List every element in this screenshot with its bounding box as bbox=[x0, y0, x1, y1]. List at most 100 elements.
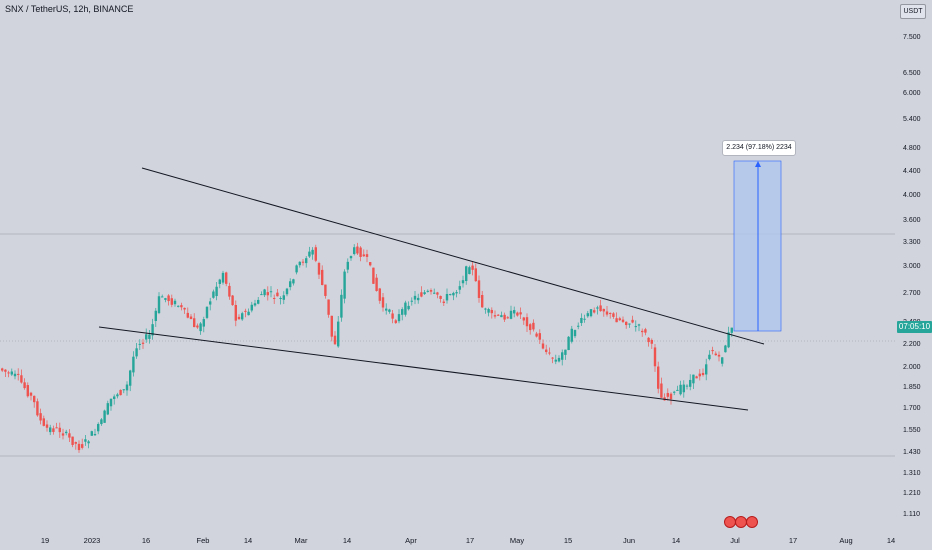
candlestick[interactable] bbox=[26, 382, 29, 398]
time-axis[interactable]: 19 2023 16 Feb 14 Mar 14 Apr 17 May 15 Jun 14 Jul 17 Au… bbox=[0, 530, 895, 550]
candlestick[interactable] bbox=[634, 320, 637, 332]
candlestick[interactable] bbox=[618, 316, 621, 322]
candlestick[interactable] bbox=[186, 307, 189, 319]
candlestick[interactable] bbox=[436, 291, 439, 299]
candlestick[interactable] bbox=[138, 339, 141, 351]
candlestick[interactable] bbox=[228, 282, 231, 300]
candlestick[interactable] bbox=[481, 290, 484, 308]
candlestick[interactable] bbox=[612, 312, 615, 319]
candlestick[interactable] bbox=[90, 430, 93, 436]
candlestick[interactable] bbox=[135, 342, 138, 359]
candlestick[interactable] bbox=[535, 331, 538, 338]
candlestick[interactable] bbox=[161, 294, 164, 298]
candlestick[interactable] bbox=[564, 349, 567, 360]
lower-trendline[interactable] bbox=[98, 326, 749, 411]
candlestick[interactable] bbox=[148, 330, 151, 344]
candlestick[interactable] bbox=[445, 288, 449, 304]
candlestick[interactable] bbox=[177, 305, 180, 308]
candlestick[interactable] bbox=[209, 297, 212, 311]
candlestick[interactable] bbox=[4, 369, 7, 378]
candlestick[interactable] bbox=[164, 297, 167, 303]
candlestick[interactable] bbox=[685, 384, 689, 390]
candlestick[interactable] bbox=[369, 261, 372, 267]
candlestick[interactable] bbox=[266, 286, 269, 301]
candlestick[interactable] bbox=[580, 313, 583, 326]
candlestick[interactable] bbox=[557, 355, 561, 363]
candlestick[interactable] bbox=[609, 312, 612, 319]
candlestick[interactable] bbox=[71, 436, 74, 448]
candlestick[interactable] bbox=[100, 417, 103, 426]
candlestick[interactable] bbox=[474, 263, 477, 282]
candlestick[interactable] bbox=[381, 293, 385, 312]
candlestick[interactable] bbox=[477, 275, 481, 303]
candlestick[interactable] bbox=[660, 377, 663, 398]
candlestick[interactable] bbox=[676, 385, 679, 391]
candlestick[interactable] bbox=[420, 286, 423, 298]
candlestick[interactable] bbox=[401, 307, 404, 321]
candlestick[interactable] bbox=[673, 390, 676, 396]
candlestick[interactable] bbox=[231, 295, 234, 306]
candlestick[interactable] bbox=[74, 441, 77, 450]
candlestick[interactable] bbox=[429, 288, 433, 295]
candlestick[interactable] bbox=[493, 310, 497, 319]
candlestick[interactable] bbox=[484, 307, 487, 314]
candlestick[interactable] bbox=[628, 323, 631, 328]
candlestick[interactable] bbox=[449, 293, 452, 296]
candlestick[interactable] bbox=[698, 369, 701, 381]
candlestick[interactable] bbox=[375, 274, 378, 292]
candlestick[interactable] bbox=[321, 265, 324, 286]
candlestick[interactable] bbox=[157, 292, 161, 315]
candlestick[interactable] bbox=[212, 289, 215, 299]
candlestick[interactable] bbox=[343, 269, 346, 304]
candlestick[interactable] bbox=[701, 368, 705, 377]
candlestick[interactable] bbox=[391, 309, 394, 324]
candlestick[interactable] bbox=[407, 301, 410, 311]
candlestick[interactable] bbox=[52, 425, 55, 435]
candlestick[interactable] bbox=[359, 246, 362, 262]
candlestick[interactable] bbox=[132, 351, 135, 377]
candlestick[interactable] bbox=[202, 316, 205, 333]
candlestick[interactable] bbox=[570, 325, 573, 344]
candlestick[interactable] bbox=[397, 309, 401, 324]
candlestick[interactable] bbox=[615, 312, 618, 323]
candlestick[interactable] bbox=[631, 315, 634, 324]
candlestick[interactable] bbox=[61, 428, 65, 440]
candlestick[interactable] bbox=[388, 308, 391, 314]
candlestick[interactable] bbox=[423, 289, 426, 295]
candlestick[interactable] bbox=[471, 261, 474, 276]
candlestick[interactable] bbox=[29, 391, 33, 401]
candlestick[interactable] bbox=[490, 307, 493, 319]
candlestick[interactable] bbox=[413, 291, 417, 305]
candlestick[interactable] bbox=[548, 347, 551, 356]
candlestick[interactable] bbox=[20, 369, 23, 384]
candlestick[interactable] bbox=[119, 389, 122, 396]
candlestick[interactable] bbox=[669, 392, 673, 405]
candlestick[interactable] bbox=[337, 316, 340, 348]
candlestick[interactable] bbox=[465, 265, 468, 285]
candlestick[interactable] bbox=[487, 307, 490, 317]
candlestick[interactable] bbox=[244, 308, 247, 318]
candlestick[interactable] bbox=[625, 321, 628, 329]
candlestick[interactable] bbox=[250, 301, 253, 313]
candlestick[interactable] bbox=[682, 380, 685, 398]
candlestick[interactable] bbox=[189, 314, 193, 320]
candlestick[interactable] bbox=[554, 354, 557, 365]
candlestick[interactable] bbox=[97, 422, 100, 435]
candlestick[interactable] bbox=[455, 289, 458, 298]
candlestick[interactable] bbox=[346, 258, 349, 274]
candlestick[interactable] bbox=[532, 319, 535, 332]
candlestick[interactable] bbox=[218, 278, 221, 289]
candlestick[interactable] bbox=[644, 327, 647, 336]
candlestick[interactable] bbox=[289, 278, 292, 291]
candlestick[interactable] bbox=[717, 351, 721, 362]
candlestick[interactable] bbox=[365, 249, 369, 263]
candlestick[interactable] bbox=[596, 305, 599, 315]
candlestick[interactable] bbox=[522, 316, 525, 325]
candlestick[interactable] bbox=[349, 255, 353, 261]
candlestick[interactable] bbox=[695, 375, 698, 379]
candlestick[interactable] bbox=[84, 434, 87, 446]
candlestick[interactable] bbox=[602, 308, 605, 317]
candlestick[interactable] bbox=[45, 420, 49, 432]
candlestick[interactable] bbox=[458, 280, 461, 295]
candlestick[interactable] bbox=[109, 398, 113, 411]
